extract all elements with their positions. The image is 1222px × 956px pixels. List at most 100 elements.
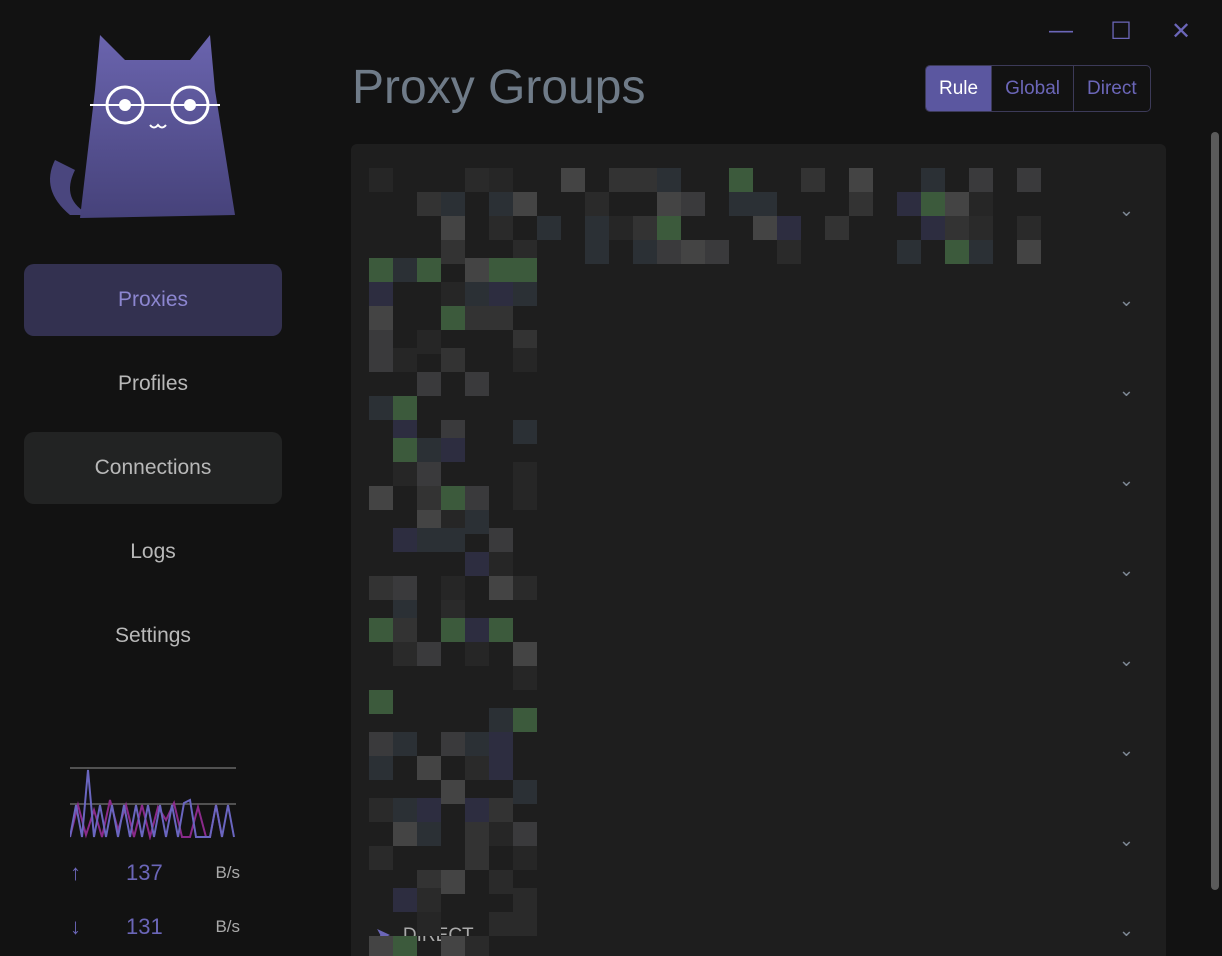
redacted-pixel: [825, 216, 849, 240]
redacted-pixel: [513, 642, 537, 666]
redacted-pixel: [369, 798, 393, 822]
redacted-pixel: [441, 870, 465, 894]
chevron-down-icon[interactable]: ⌄: [1118, 650, 1134, 670]
proxy-group-row[interactable]: ⌄: [351, 246, 1166, 354]
redacted-pixel: [441, 282, 465, 306]
redacted-pixel: [369, 756, 393, 780]
download-unit: B/s: [215, 917, 240, 936]
redacted-pixel: [729, 192, 753, 216]
chevron-down-icon[interactable]: ⌄: [1118, 470, 1134, 490]
proxy-group-row[interactable]: ⌄: [351, 426, 1166, 534]
redacted-pixel: [369, 576, 393, 600]
redacted-pixel: [777, 216, 801, 240]
redacted-pixel: [417, 372, 441, 396]
redacted-pixel: [369, 846, 393, 870]
redacted-pixel: [681, 240, 705, 264]
download-rate: ↓ 131 B/s: [70, 912, 240, 942]
redacted-pixel: [393, 438, 417, 462]
maximize-icon[interactable]: ☐: [1110, 17, 1132, 45]
scrollbar[interactable]: [1211, 132, 1219, 890]
redacted-pixel: [393, 936, 417, 956]
redacted-pixel: [465, 552, 489, 576]
proxy-group-row[interactable]: ⌄: [351, 786, 1166, 894]
redacted-pixel: [513, 780, 537, 804]
redacted-pixel: [417, 822, 441, 846]
redacted-pixel: [513, 708, 537, 732]
chevron-down-icon[interactable]: ⌄: [1118, 380, 1134, 400]
redacted-pixel: [465, 306, 489, 330]
chevron-down-icon[interactable]: ⌄: [1118, 200, 1134, 220]
redacted-pixel: [897, 192, 921, 216]
proxy-group-row[interactable]: ⌄: [351, 876, 1166, 956]
redacted-pixel: [369, 306, 393, 330]
redacted-pixel: [489, 576, 513, 600]
redacted-pixel: [465, 822, 489, 846]
redacted-pixel: [849, 192, 873, 216]
nav-settings[interactable]: Settings: [115, 624, 191, 647]
redacted-pixel: [609, 168, 633, 192]
chevron-down-icon[interactable]: ⌄: [1118, 830, 1134, 850]
redacted-pixel: [369, 258, 393, 282]
redacted-pixel: [441, 780, 465, 804]
proxy-group-row[interactable]: ⌄: [351, 696, 1166, 804]
redacted-pixel: [537, 216, 561, 240]
redacted-pixel: [369, 396, 393, 420]
chevron-down-icon[interactable]: ⌄: [1118, 560, 1134, 580]
redacted-pixel: [705, 240, 729, 264]
redacted-pixel: [513, 912, 537, 936]
redacted-pixel: [369, 348, 393, 372]
redacted-pixel: [417, 912, 441, 936]
redacted-pixel: [465, 618, 489, 642]
redacted-pixel: [657, 216, 681, 240]
mode-direct[interactable]: Direct: [1073, 66, 1150, 111]
redacted-pixel: [849, 168, 873, 192]
redacted-pixel: [609, 216, 633, 240]
redacted-pixel: [513, 846, 537, 870]
chevron-down-icon[interactable]: ⌄: [1118, 290, 1134, 310]
redacted-pixel: [369, 936, 393, 956]
redacted-pixel: [489, 822, 513, 846]
proxy-group-row[interactable]: ⌄: [351, 156, 1166, 264]
proxy-group-row[interactable]: ⌄: [351, 606, 1166, 714]
redacted-pixel: [465, 732, 489, 756]
redacted-pixel: [513, 888, 537, 912]
redacted-pixel: [417, 330, 441, 354]
proxy-group-row[interactable]: ⌄: [351, 516, 1166, 624]
arrow-up-icon: ↑: [70, 860, 81, 885]
nav-connections[interactable]: Connections: [24, 432, 282, 504]
redacted-pixel: [489, 216, 513, 240]
redacted-pixel: [489, 870, 513, 894]
redacted-pixel: [393, 732, 417, 756]
redacted-pixel: [393, 348, 417, 372]
redacted-pixel: [417, 192, 441, 216]
redacted-pixel: [1017, 168, 1041, 192]
minimize-icon[interactable]: —: [1049, 17, 1073, 44]
redacted-pixel: [513, 486, 537, 510]
mode-global[interactable]: Global: [991, 66, 1073, 111]
nav-profiles[interactable]: Profiles: [117, 372, 189, 395]
redacted-pixel: [513, 822, 537, 846]
proxy-group-row[interactable]: ⌄: [351, 336, 1166, 444]
redacted-pixel: [441, 618, 465, 642]
redacted-pixel: [393, 618, 417, 642]
redacted-pixel: [489, 798, 513, 822]
redacted-pixel: [489, 192, 513, 216]
redacted-pixel: [393, 462, 417, 486]
redacted-pixel: [441, 348, 465, 372]
redacted-pixel: [465, 486, 489, 510]
nav-logs[interactable]: Logs: [130, 540, 176, 563]
redacted-pixel: [513, 282, 537, 306]
chevron-down-icon[interactable]: ⌄: [1118, 920, 1134, 940]
redacted-pixel: [465, 798, 489, 822]
redacted-pixel: [633, 216, 657, 240]
redacted-pixel: [441, 936, 465, 956]
redacted-pixel: [585, 192, 609, 216]
chevron-down-icon[interactable]: ⌄: [1118, 740, 1134, 760]
mode-rule[interactable]: Rule: [926, 66, 992, 111]
close-icon[interactable]: ✕: [1170, 17, 1192, 45]
nav-proxies[interactable]: Proxies: [24, 264, 282, 336]
redacted-pixel: [969, 216, 993, 240]
redacted-pixel: [513, 348, 537, 372]
redacted-pixel: [633, 168, 657, 192]
redacted-pixel: [441, 576, 465, 600]
